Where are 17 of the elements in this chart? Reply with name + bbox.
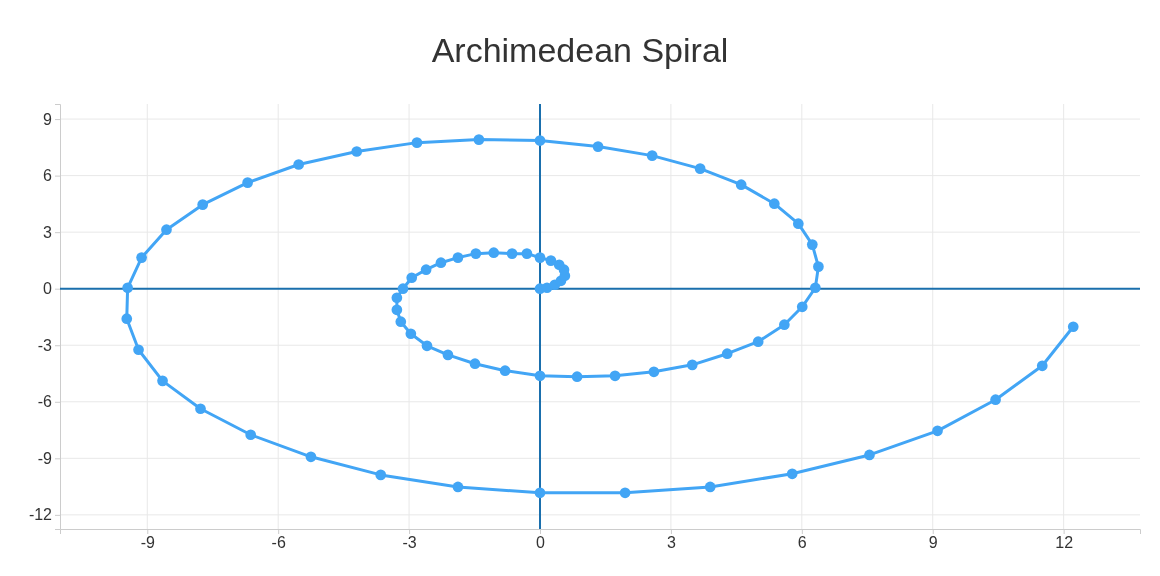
y-tick-label: 0 xyxy=(43,280,53,298)
x-tick-label: 9 xyxy=(928,534,938,552)
x-tick-label: 3 xyxy=(666,534,676,552)
x-tick-label: -6 xyxy=(271,534,286,552)
y-tick-label: 6 xyxy=(43,167,53,185)
y-tick-label: 3 xyxy=(43,223,53,241)
y-tick-label: 9 xyxy=(43,110,53,128)
x-tick-label: 0 xyxy=(536,534,546,552)
y-tick-label: -3 xyxy=(37,336,53,354)
y-tick-label: -9 xyxy=(37,449,53,467)
y-tick-label: -12 xyxy=(28,506,53,524)
x-tick-label: 6 xyxy=(797,534,807,552)
x-tick-label: -9 xyxy=(140,534,155,552)
y-tick-label: -6 xyxy=(37,393,53,411)
chart-title: Archimedean Spiral xyxy=(431,31,729,69)
x-tick-label: -3 xyxy=(402,534,417,552)
x-tick-label: 12 xyxy=(1055,534,1074,552)
